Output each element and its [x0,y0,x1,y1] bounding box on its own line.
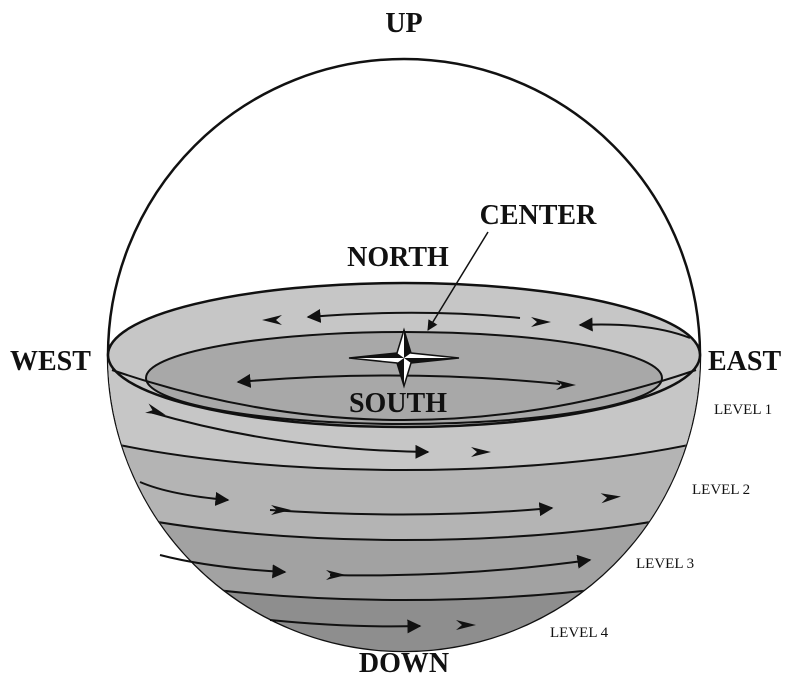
level-label: LEVEL 2 [692,482,750,498]
label-center: CENTER [480,200,597,231]
label-east: EAST [708,346,781,377]
label-up: UP [385,8,422,39]
sphere-diagram: UP DOWN NORTH SOUTH EAST WEST CENTER LEV… [0,0,799,679]
label-west: WEST [10,346,91,377]
level-label: LEVEL 1 [714,402,772,418]
label-north: NORTH [347,242,449,273]
label-south: SOUTH [349,388,447,419]
level-label: LEVEL 4 [550,625,609,641]
level-label: LEVEL 3 [636,556,694,572]
label-down: DOWN [359,648,449,679]
